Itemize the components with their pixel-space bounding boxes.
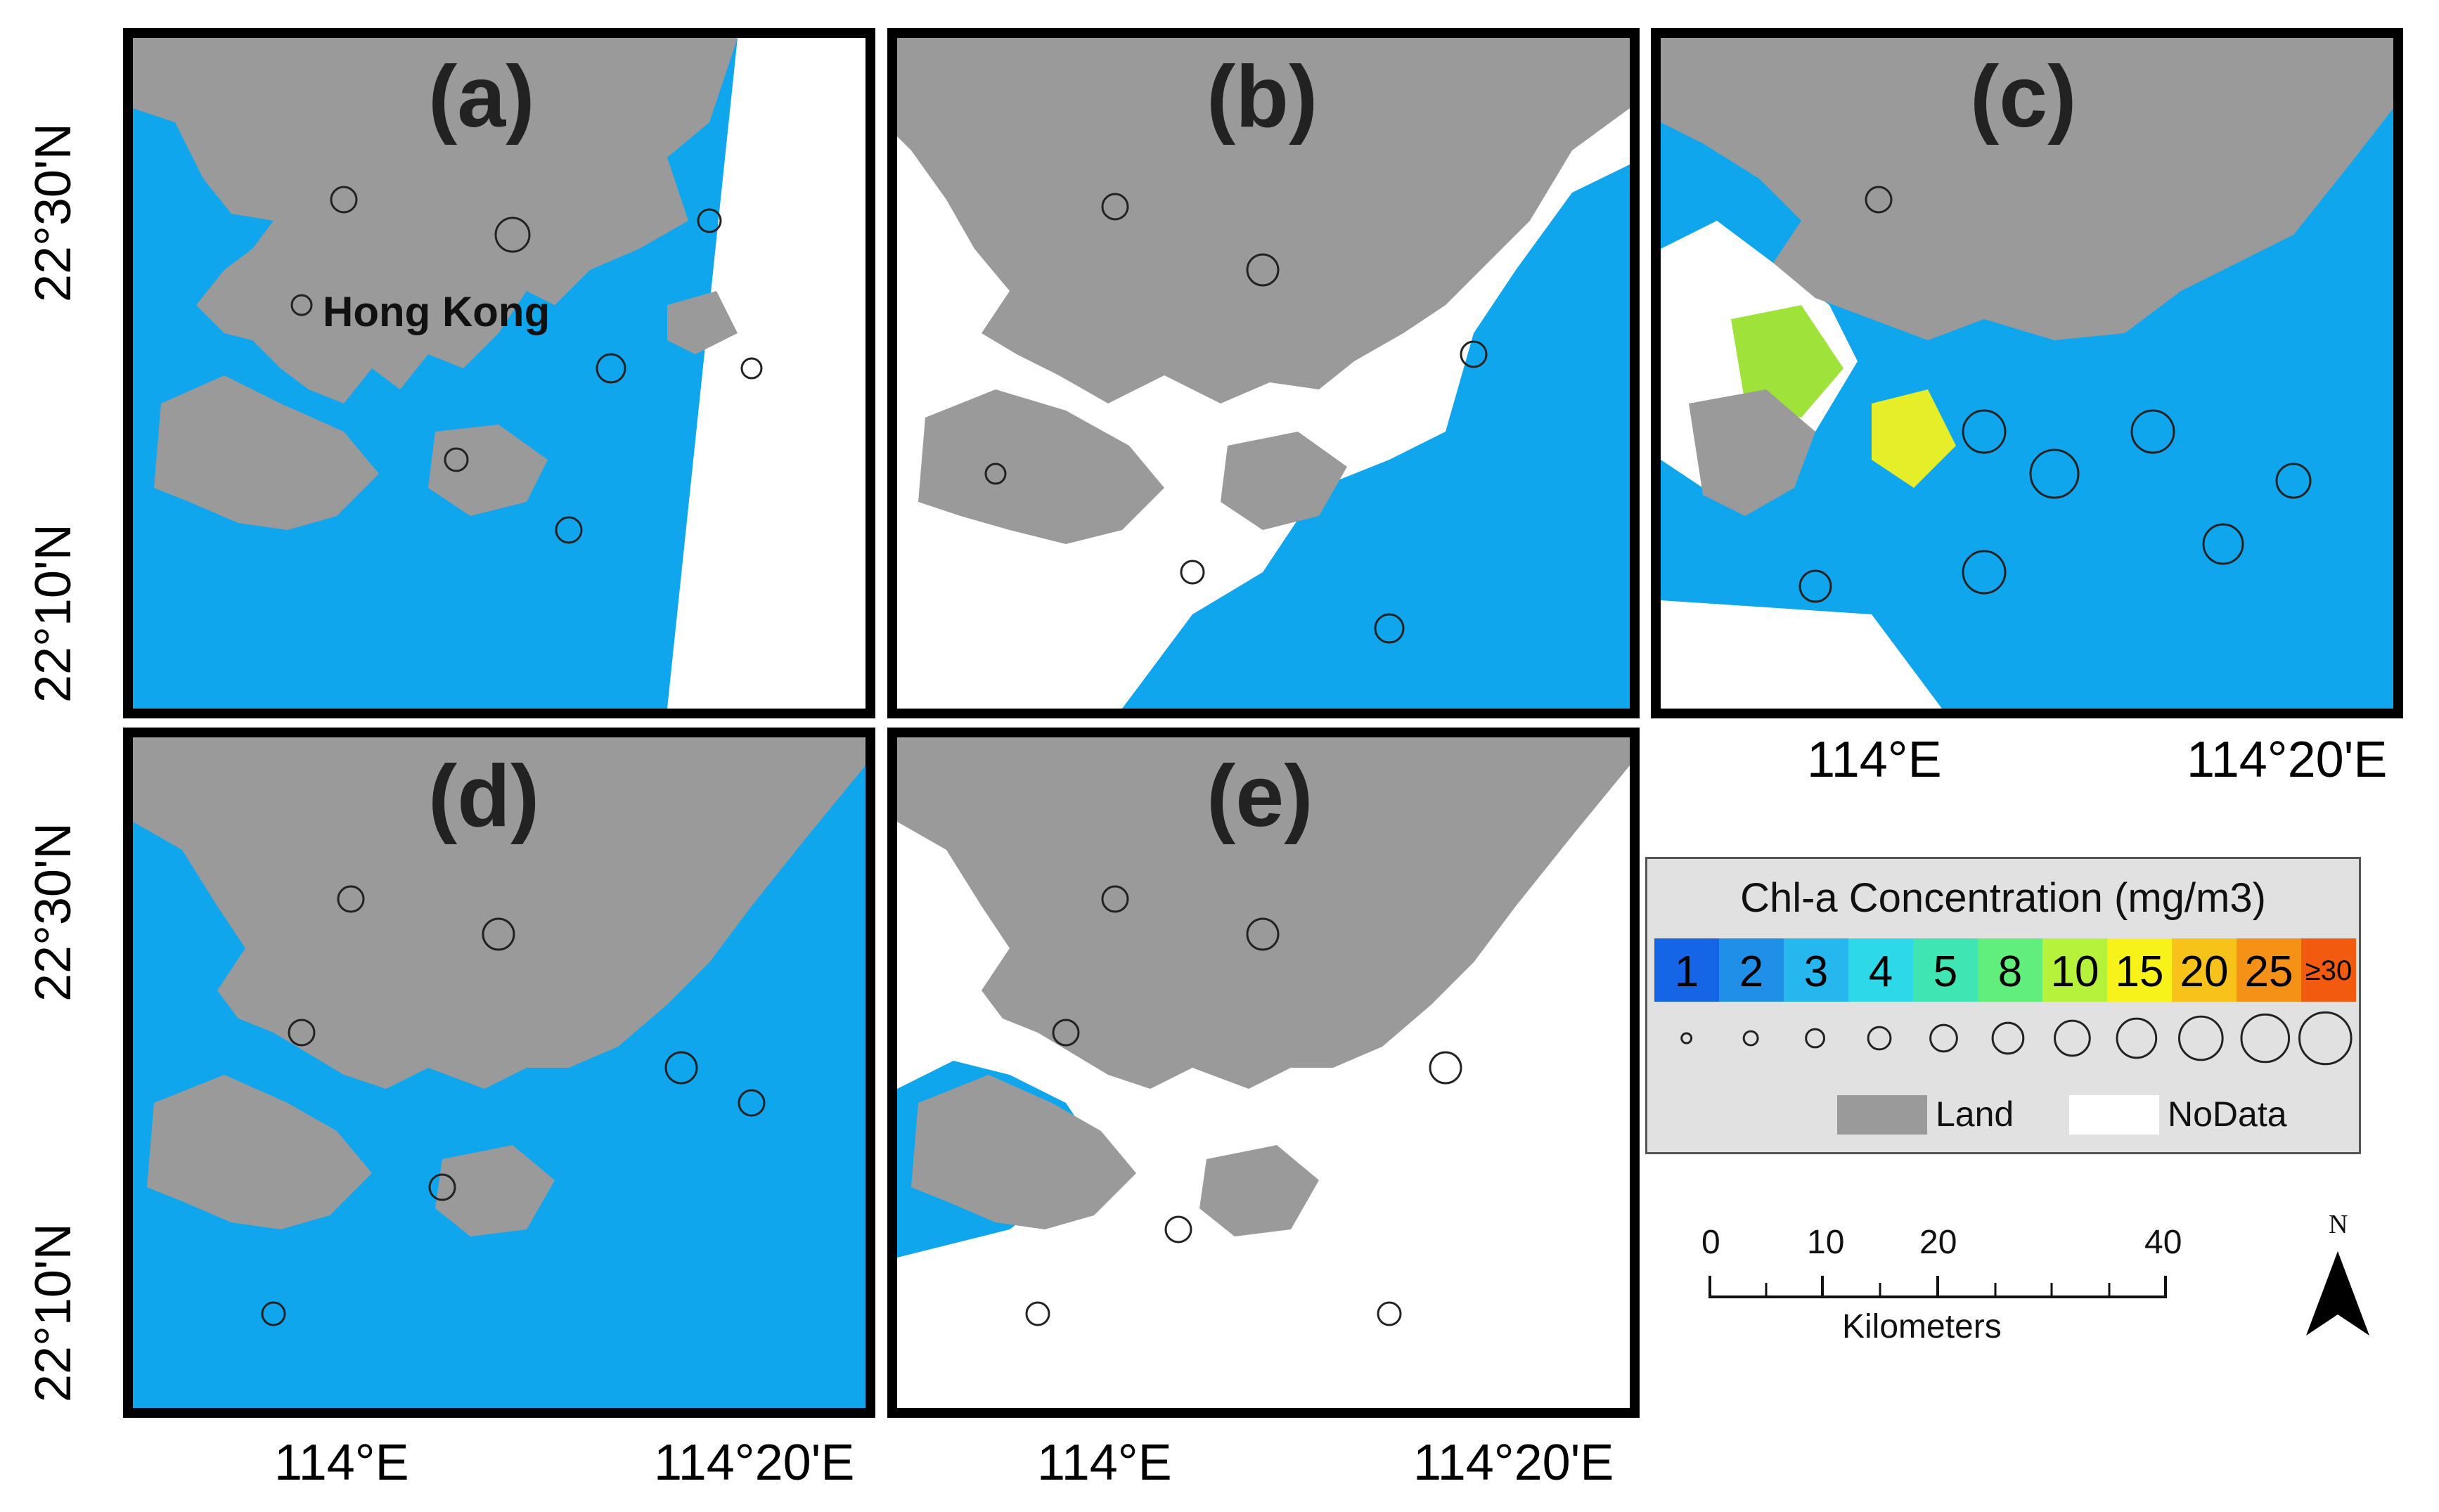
lon-label-right-e: 114°20'E (1413, 1435, 1614, 1491)
lat-label-bottom-1: 22°10'N (25, 524, 82, 703)
chl-a-legend: Chl-a Concentration (mg/m3) 1 2 3 4 5 8 … (1645, 857, 2361, 1154)
scale-tick-20: 20 (1919, 1224, 1957, 1261)
lat-label-top-2: 22°30'N (25, 822, 82, 1002)
map-d-canvas (133, 737, 865, 1408)
legend-class-6: 8 (1978, 938, 2042, 1002)
legend-class-2: 2 (1719, 938, 1784, 1002)
legend-class-1: 1 (1654, 938, 1719, 1002)
north-arrow-icon (2306, 1251, 2369, 1336)
legend-class-4-label: 4 (1868, 948, 1893, 996)
panel-c-label: (c) (1970, 49, 2077, 146)
legend-class-9-label: 20 (2180, 948, 2229, 996)
legend-nodata-label: NoData (2168, 1094, 2287, 1134)
scale-unit: Kilometers (1842, 1308, 2002, 1345)
panel-b-label: (b) (1206, 49, 1318, 146)
legend-land-label: Land (1936, 1094, 2014, 1134)
lon-label-right-d: 114°20'E (654, 1435, 855, 1491)
lon-label-left-e: 114°E (1037, 1435, 1172, 1491)
scale-bar-line (1708, 1276, 2167, 1298)
map-panel-b: (b) (887, 28, 1640, 718)
legend-class-3-label: 3 (1803, 948, 1829, 996)
map-panel-d: (d) (123, 728, 875, 1418)
scale-tick-40: 40 (2144, 1224, 2182, 1261)
legend-land-swatch (1837, 1095, 1927, 1135)
legend-nodata-swatch (2069, 1095, 2159, 1135)
lon-label-left-c: 114°E (1807, 732, 1942, 788)
legend-class-3: 3 (1784, 938, 1848, 1002)
lat-label-bottom-2: 22°10'N (25, 1223, 82, 1402)
lon-label-right-c: 114°20'E (2187, 732, 2388, 788)
legend-class-5: 5 (1913, 938, 1978, 1002)
map-c-canvas (1661, 38, 2393, 709)
panel-a-label: (a) (428, 49, 535, 146)
legend-class-6-label: 8 (1997, 948, 2023, 996)
scale-bar: 0 10 20 40 Kilometers (1701, 1223, 2194, 1350)
map-a-canvas (133, 38, 865, 709)
scale-tick-10: 10 (1807, 1224, 1845, 1261)
panel-d-label: (d) (428, 748, 540, 845)
legend-class-7: 10 (2042, 938, 2107, 1002)
legend-class-10-label: 25 (2244, 948, 2293, 996)
map-b-canvas (897, 38, 1630, 709)
panel-e-label: (e) (1206, 748, 1313, 845)
legend-size-circles (1680, 1011, 2353, 1066)
map-panel-a: (a) Hong Kong (123, 28, 875, 718)
lon-label-left-d: 114°E (274, 1435, 409, 1491)
legend-class-8-label: 15 (2115, 948, 2164, 996)
north-arrow: N (2299, 1209, 2376, 1350)
scale-tick-0: 0 (1701, 1224, 1720, 1261)
legend-class-4: 4 (1848, 938, 1913, 1002)
legend-class-9: 20 (2172, 938, 2237, 1002)
legend-class-2-label: 2 (1739, 948, 1764, 996)
hong-kong-label: Hong Kong (323, 288, 551, 335)
legend-class-11: ≥30 (2301, 938, 2356, 1002)
legend-class-11-label: ≥30 (2305, 955, 2353, 986)
map-panel-e: (e) (887, 728, 1640, 1418)
legend-class-10: 25 (2237, 938, 2301, 1002)
map-panel-c: (c) (1651, 28, 2403, 718)
legend-class-8: 15 (2107, 938, 2172, 1002)
north-label: N (2329, 1210, 2348, 1239)
legend-class-1-label: 1 (1674, 948, 1699, 996)
map-e-canvas (897, 737, 1630, 1408)
legend-class-7-label: 10 (2050, 948, 2099, 996)
lat-label-top-1: 22°30'N (25, 123, 82, 302)
legend-title: Chl-a Concentration (mg/m3) (1740, 875, 2266, 921)
legend-class-5-label: 5 (1933, 948, 1958, 996)
